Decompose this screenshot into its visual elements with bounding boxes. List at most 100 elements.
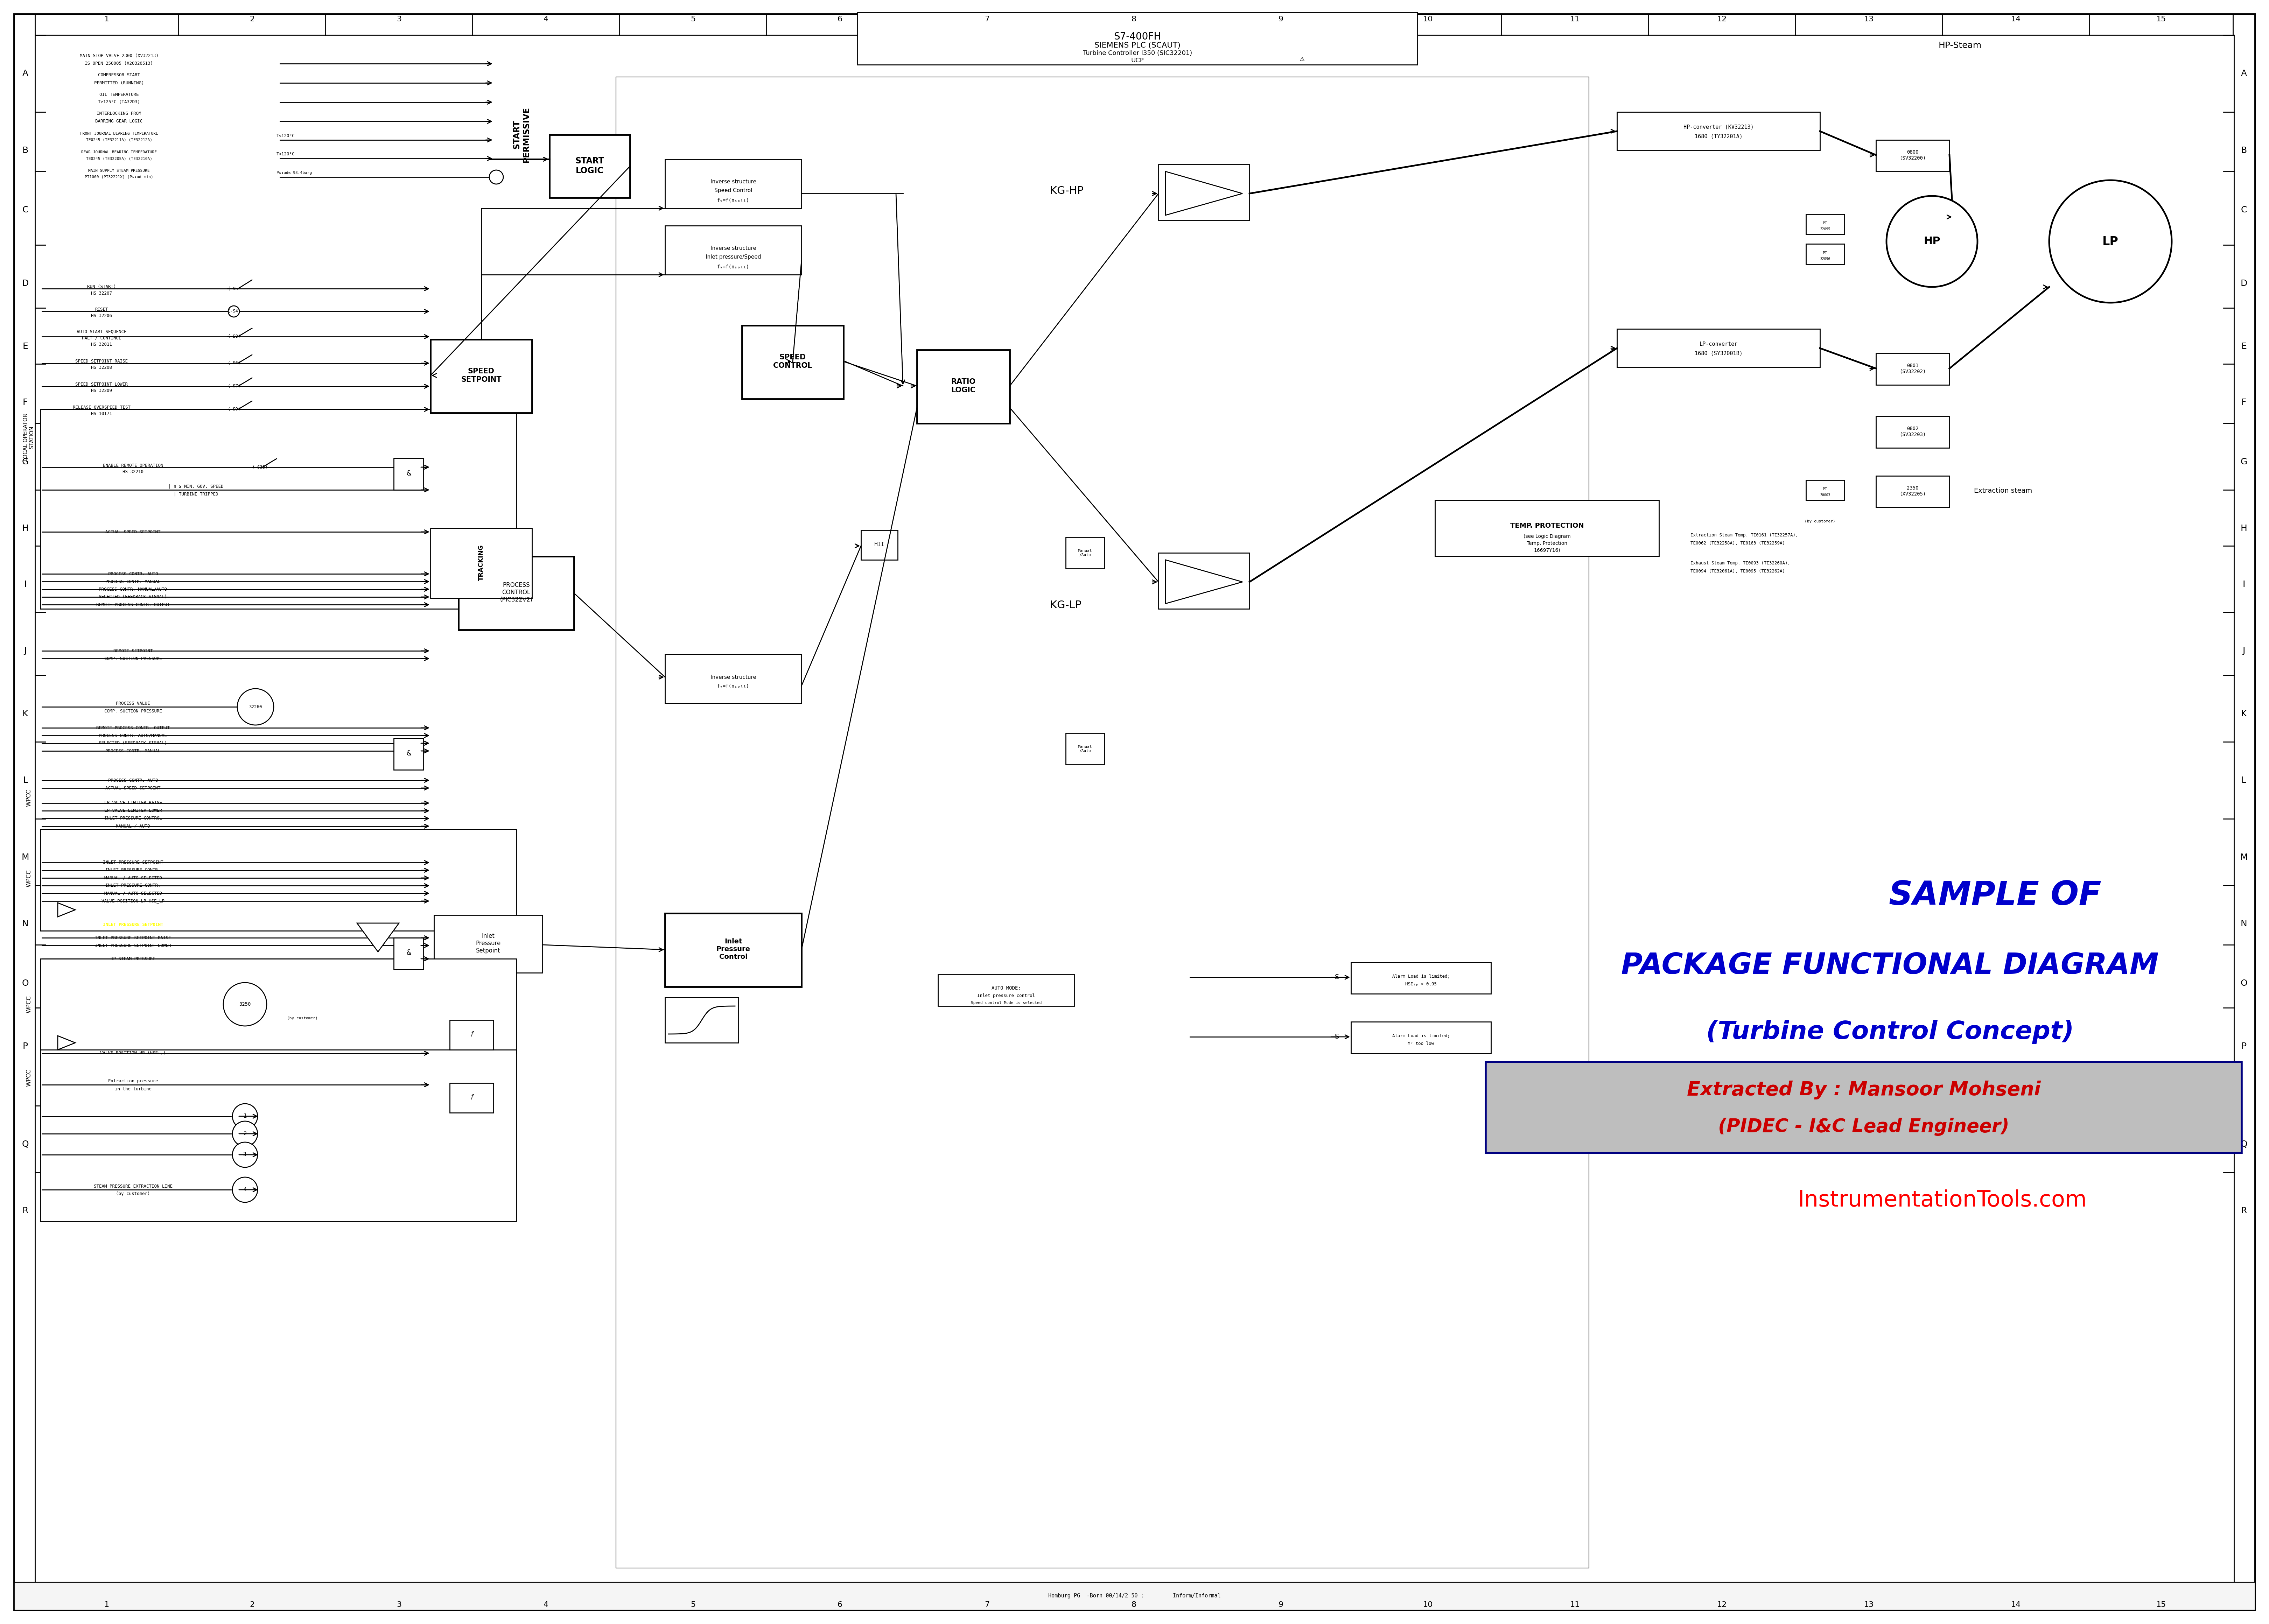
Text: M: M (20, 853, 29, 861)
Text: 7: 7 (985, 16, 989, 23)
Text: AUTO START SEQUENCE: AUTO START SEQUENCE (77, 330, 127, 335)
Bar (458, 557, 574, 630)
Text: 3: 3 (243, 1151, 247, 1158)
Text: Inlet pressure control: Inlet pressure control (978, 994, 1035, 999)
Bar (917, 349, 1010, 424)
Text: 10: 10 (1423, 1601, 1434, 1608)
Text: VALVE POSITION HP (HSEₕₚ): VALVE POSITION HP (HSEₕₚ) (100, 1051, 166, 1056)
Circle shape (231, 1121, 259, 1147)
Text: G: G (2240, 458, 2246, 466)
Text: S7-400FH: S7-400FH (1114, 32, 1162, 42)
Text: Extraction steam: Extraction steam (1974, 487, 2033, 494)
Text: Inlet
Pressure
Control: Inlet Pressure Control (717, 939, 751, 960)
Text: D: D (2240, 279, 2246, 287)
Text: T≥125°C (TA32D3): T≥125°C (TA32D3) (98, 101, 141, 104)
Bar (1159, 164, 1250, 221)
Text: SPEED SETPOINT LOWER: SPEED SETPOINT LOWER (75, 382, 127, 387)
Bar (860, 529, 899, 560)
Text: TE0245 (TE32211A) (TE32212A): TE0245 (TE32211A) (TE32212A) (86, 138, 152, 141)
Bar (665, 159, 801, 208)
Text: fᵥ=f(nₛₒₗₗ): fᵥ=f(nₛₒₗₗ) (717, 684, 749, 689)
Text: WPCC: WPCC (25, 1069, 32, 1086)
Text: C: C (23, 206, 27, 214)
Polygon shape (57, 1036, 75, 1049)
Text: MANUAL / AUTO SELECTED: MANUAL / AUTO SELECTED (104, 875, 161, 880)
Text: Turbine Controller I350 (SIC32201): Turbine Controller I350 (SIC32201) (1082, 50, 1191, 57)
Bar (449, 1083, 492, 1112)
Text: INLET PRESSURE CONTR.: INLET PRESSURE CONTR. (104, 883, 161, 888)
Text: R: R (23, 1207, 27, 1215)
Bar (858, 13, 1418, 65)
Text: COMP. SUCTION PRESSURE: COMP. SUCTION PRESSURE (104, 708, 161, 713)
Circle shape (231, 1142, 259, 1168)
Text: KG-HP: KG-HP (1051, 185, 1085, 197)
Text: Inlet
Pressure
Setpoint: Inlet Pressure Setpoint (476, 932, 501, 953)
Text: WPCC: WPCC (25, 996, 32, 1013)
Bar (431, 339, 531, 412)
Text: (-S8): (-S8) (227, 335, 241, 339)
Text: 3250: 3250 (238, 1002, 252, 1007)
Text: J: J (2242, 646, 2244, 654)
Text: Speed Control: Speed Control (715, 188, 753, 193)
Text: RELEASE OVERSPEED TEST: RELEASE OVERSPEED TEST (73, 404, 129, 409)
Bar (431, 528, 531, 598)
Circle shape (231, 1104, 259, 1129)
Text: Ṁᵊ too low: Ṁᵊ too low (1407, 1041, 1434, 1046)
Text: fᵥ=f(nₛₒₗₗ): fᵥ=f(nₛₒₗₗ) (717, 198, 749, 203)
Text: HS 32210: HS 32210 (123, 469, 143, 474)
Text: LP VALVE LIMITER LOWER: LP VALVE LIMITER LOWER (104, 809, 161, 814)
Bar (1806, 244, 1845, 265)
Text: &: & (406, 950, 411, 957)
Text: L: L (2242, 776, 2246, 784)
Text: 0802
(SV32203): 0802 (SV32203) (1899, 425, 1926, 437)
Bar (1876, 140, 1949, 172)
Text: 9: 9 (1277, 1601, 1284, 1608)
Bar (665, 226, 801, 274)
Text: TE0094 (TE32061A), TE0095 (TE32262A): TE0094 (TE32061A), TE0095 (TE32262A) (1690, 568, 1786, 573)
Text: SPEED
SETPOINT: SPEED SETPOINT (461, 369, 501, 383)
Text: Inlet pressure/Speed: Inlet pressure/Speed (706, 255, 760, 260)
Circle shape (229, 305, 241, 317)
Text: (PIDEC - I&C Lead Engineer): (PIDEC - I&C Lead Engineer) (1718, 1117, 2010, 1135)
Text: J: J (25, 646, 27, 654)
Text: 1: 1 (104, 1601, 109, 1608)
Text: Extraction pressure: Extraction pressure (109, 1078, 159, 1083)
Text: HS 32208: HS 32208 (91, 365, 111, 370)
Text: COMPRESSOR START: COMPRESSOR START (98, 73, 141, 78)
Text: 7: 7 (985, 1601, 989, 1608)
Bar (937, 974, 1076, 1005)
Text: MAIN SUPPLY STEAM PRESSURE: MAIN SUPPLY STEAM PRESSURE (88, 169, 150, 172)
Text: 1680 (SY32001B): 1680 (SY32001B) (1695, 351, 1743, 356)
Text: 9: 9 (1277, 16, 1284, 23)
Circle shape (1886, 197, 1979, 287)
Text: Q: Q (23, 1140, 29, 1148)
Text: Pₕ₄ud≤ 93,4barg: Pₕ₄ud≤ 93,4barg (277, 171, 311, 175)
Bar (1876, 354, 1949, 385)
Bar (1159, 552, 1250, 609)
Text: N: N (23, 919, 29, 927)
Text: PROCESS CONTR. MANUAL: PROCESS CONTR. MANUAL (104, 580, 161, 585)
Text: Q: Q (2240, 1140, 2246, 1148)
Text: IS OPEN 250005 (X20320513): IS OPEN 250005 (X20320513) (84, 62, 152, 67)
Text: 5: 5 (690, 16, 697, 23)
Text: C: C (2242, 206, 2246, 214)
Text: 1: 1 (243, 1114, 247, 1119)
Polygon shape (57, 903, 75, 918)
Text: Alarm Load is limited;: Alarm Load is limited; (1393, 974, 1450, 979)
Text: 32095: 32095 (1820, 227, 1831, 231)
Text: 11: 11 (1570, 1601, 1579, 1608)
Text: SIEMENS PLC (SCAUT): SIEMENS PLC (SCAUT) (1094, 42, 1180, 49)
Text: 12: 12 (1718, 1601, 1727, 1608)
Text: 0801
(SV32202): 0801 (SV32202) (1899, 364, 1926, 374)
Text: INTERLOCKING FROM: INTERLOCKING FROM (98, 112, 141, 115)
Text: 10: 10 (1423, 16, 1434, 23)
Text: VALVE POSITION LP HSE_LP: VALVE POSITION LP HSE_LP (102, 898, 163, 903)
Bar (1618, 112, 1820, 151)
Text: PERMITTED (RUNNING): PERMITTED (RUNNING) (93, 81, 143, 84)
Text: HP-converter (KV32213): HP-converter (KV32213) (1684, 125, 1754, 130)
Text: &: & (406, 750, 411, 757)
Text: RESET: RESET (95, 307, 109, 312)
Text: A: A (23, 70, 27, 78)
Polygon shape (1166, 560, 1243, 604)
Bar (665, 654, 801, 703)
